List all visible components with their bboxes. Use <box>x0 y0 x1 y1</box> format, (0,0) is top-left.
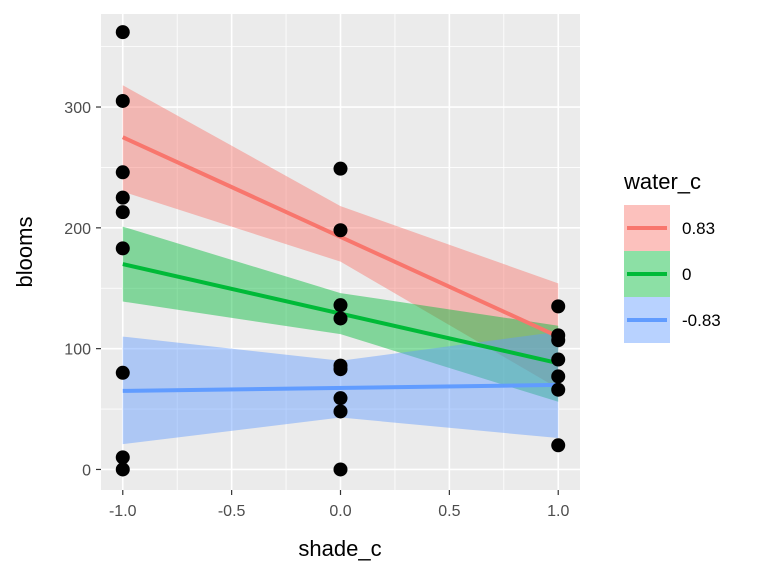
y-tick-label: 300 <box>64 100 91 117</box>
x-axis-ticks: -1.0 -0.5 0.0 0.5 1.0 <box>109 490 569 520</box>
legend-label-0.83: 0.83 <box>682 219 715 238</box>
y-tick-label: 100 <box>64 342 91 359</box>
data-point <box>115 205 130 220</box>
data-point <box>551 333 566 348</box>
data-point <box>333 161 348 176</box>
data-point <box>551 369 566 384</box>
data-point <box>115 165 130 180</box>
y-axis-title: blooms <box>12 217 37 288</box>
x-axis-title: shade_c <box>298 536 381 561</box>
fit-line--0.83 <box>122 382 559 393</box>
legend-title: water_c <box>623 169 701 194</box>
data-point <box>551 438 566 453</box>
data-point <box>333 404 348 419</box>
data-point <box>115 241 130 256</box>
y-tick-label: 0 <box>82 462 91 479</box>
data-point <box>333 391 348 406</box>
data-point <box>333 462 348 477</box>
data-point <box>551 299 566 314</box>
data-point <box>333 298 348 313</box>
data-point <box>115 450 130 465</box>
data-points <box>115 25 566 477</box>
data-point <box>115 190 130 205</box>
x-tick-label: 1.0 <box>547 503 569 520</box>
data-point <box>333 362 348 377</box>
data-point <box>115 365 130 380</box>
legend-label-0: 0 <box>682 265 691 284</box>
data-point <box>115 462 130 477</box>
data-point <box>551 382 566 397</box>
legend: 0.83 0 -0.83 <box>624 205 721 343</box>
data-point <box>115 93 130 108</box>
legend-label--0.83: -0.83 <box>682 311 721 330</box>
y-axis-ticks: 0 100 200 300 <box>64 100 101 479</box>
x-tick-label: 0.5 <box>438 503 460 520</box>
data-point <box>333 311 348 326</box>
data-point <box>333 223 348 238</box>
x-tick-label: -1.0 <box>109 503 137 520</box>
x-tick-label: -0.5 <box>218 503 246 520</box>
x-tick-label: 0.0 <box>329 503 351 520</box>
data-point <box>115 25 130 40</box>
y-tick-label: 200 <box>64 221 91 238</box>
data-point <box>551 352 566 367</box>
